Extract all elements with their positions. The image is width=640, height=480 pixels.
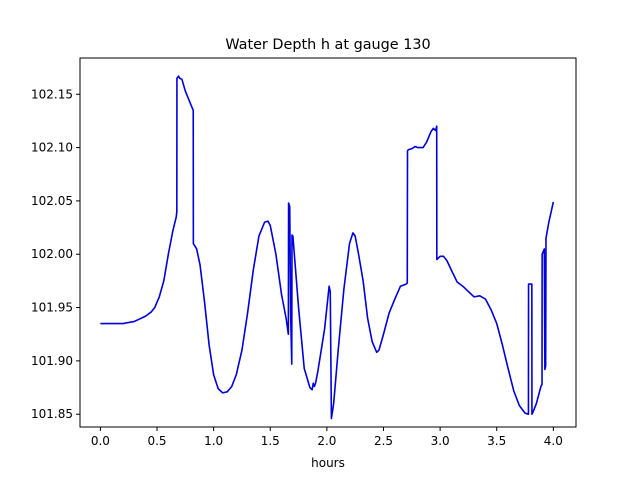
y-tick-label: 101.95	[31, 301, 73, 315]
x-axis: 0.0 0.5 1.0 1.5 2.0 2.5 3.0 3.5 4.0	[91, 427, 563, 448]
y-tick-label: 101.90	[31, 354, 73, 368]
axes-frame	[79, 57, 577, 428]
plot-area	[100, 75, 555, 420]
y-tick-label: 101.85	[31, 407, 73, 421]
y-tick-label: 102.10	[31, 141, 73, 155]
x-tick-label: 0.5	[147, 434, 166, 448]
chart-title: Water Depth h at gauge 130	[225, 37, 430, 53]
x-tick-label: 3.0	[431, 434, 450, 448]
y-tick-label: 102.15	[31, 87, 73, 101]
x-tick-label: 2.0	[317, 434, 336, 448]
x-axis-label: hours	[311, 456, 345, 470]
y-axis: 101.85 101.90 101.95 102.00 102.05 102.10 102.…	[31, 87, 80, 421]
x-tick-label: 3.5	[487, 434, 506, 448]
x-tick-label: 1.0	[204, 434, 223, 448]
x-tick-label: 1.5	[261, 434, 280, 448]
x-tick-label: 2.5	[374, 434, 393, 448]
y-tick-label: 102.00	[31, 247, 73, 261]
y-tick-label: 102.05	[31, 194, 73, 208]
x-tick-label: 0.0	[91, 434, 110, 448]
x-tick-label: 4.0	[544, 434, 563, 448]
series-line-0	[100, 75, 555, 420]
